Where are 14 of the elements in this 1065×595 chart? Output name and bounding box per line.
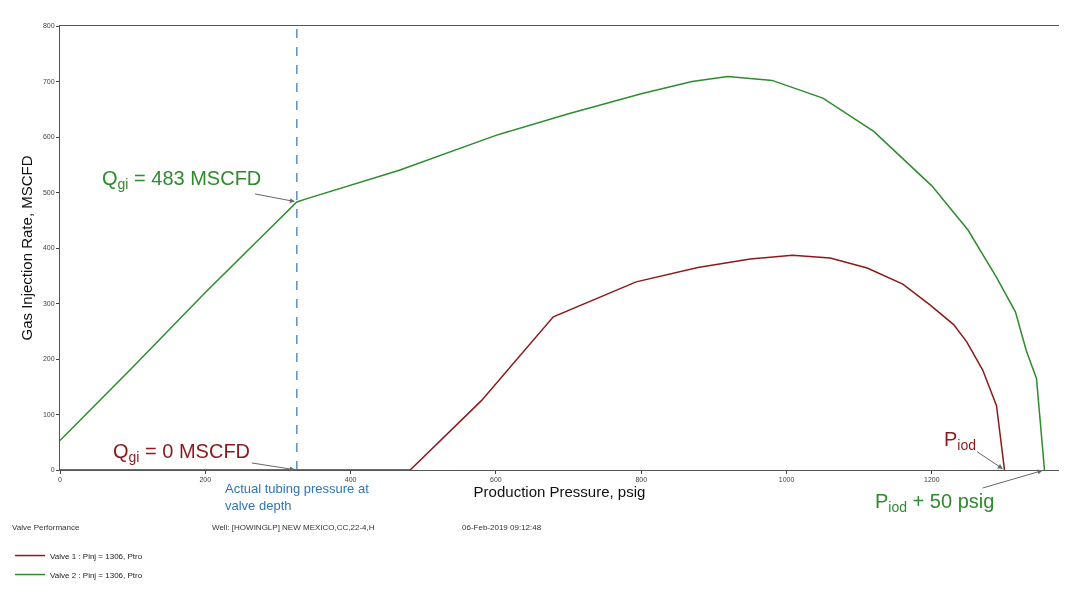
- annotation: Q$_{gi}$ = 483 MSCFD: [102, 167, 262, 193]
- line-series: [60, 75, 1046, 470]
- annotation: P$_{iod}$ + 50 psig: [875, 490, 995, 516]
- legend-label: Valve 1 : Pinj = 1306, Ptro: [50, 551, 143, 561]
- text: 06-Feb-2019 09:12:48: [462, 523, 542, 532]
- ref-line-label: Actual tubing pressure at valve depth: [225, 481, 370, 513]
- annotation: P$_{iod}$: [944, 428, 977, 454]
- text: Valve Performance: [12, 523, 80, 532]
- legend-label: Valve 2 : Pinj = 1306, Ptro: [50, 570, 143, 580]
- annotation: Q$_{gi}$ = 0 MSCFD: [113, 440, 251, 466]
- text: Well: [HOWINGLP] NEW MEXICO,CC,22-4,H: [212, 523, 375, 532]
- x-axis-title: Production Pressure, psig: [473, 483, 646, 501]
- y-axis-title: Gas Injection Rate, MSCFD: [18, 155, 36, 341]
- line-series: [60, 254, 1006, 470]
